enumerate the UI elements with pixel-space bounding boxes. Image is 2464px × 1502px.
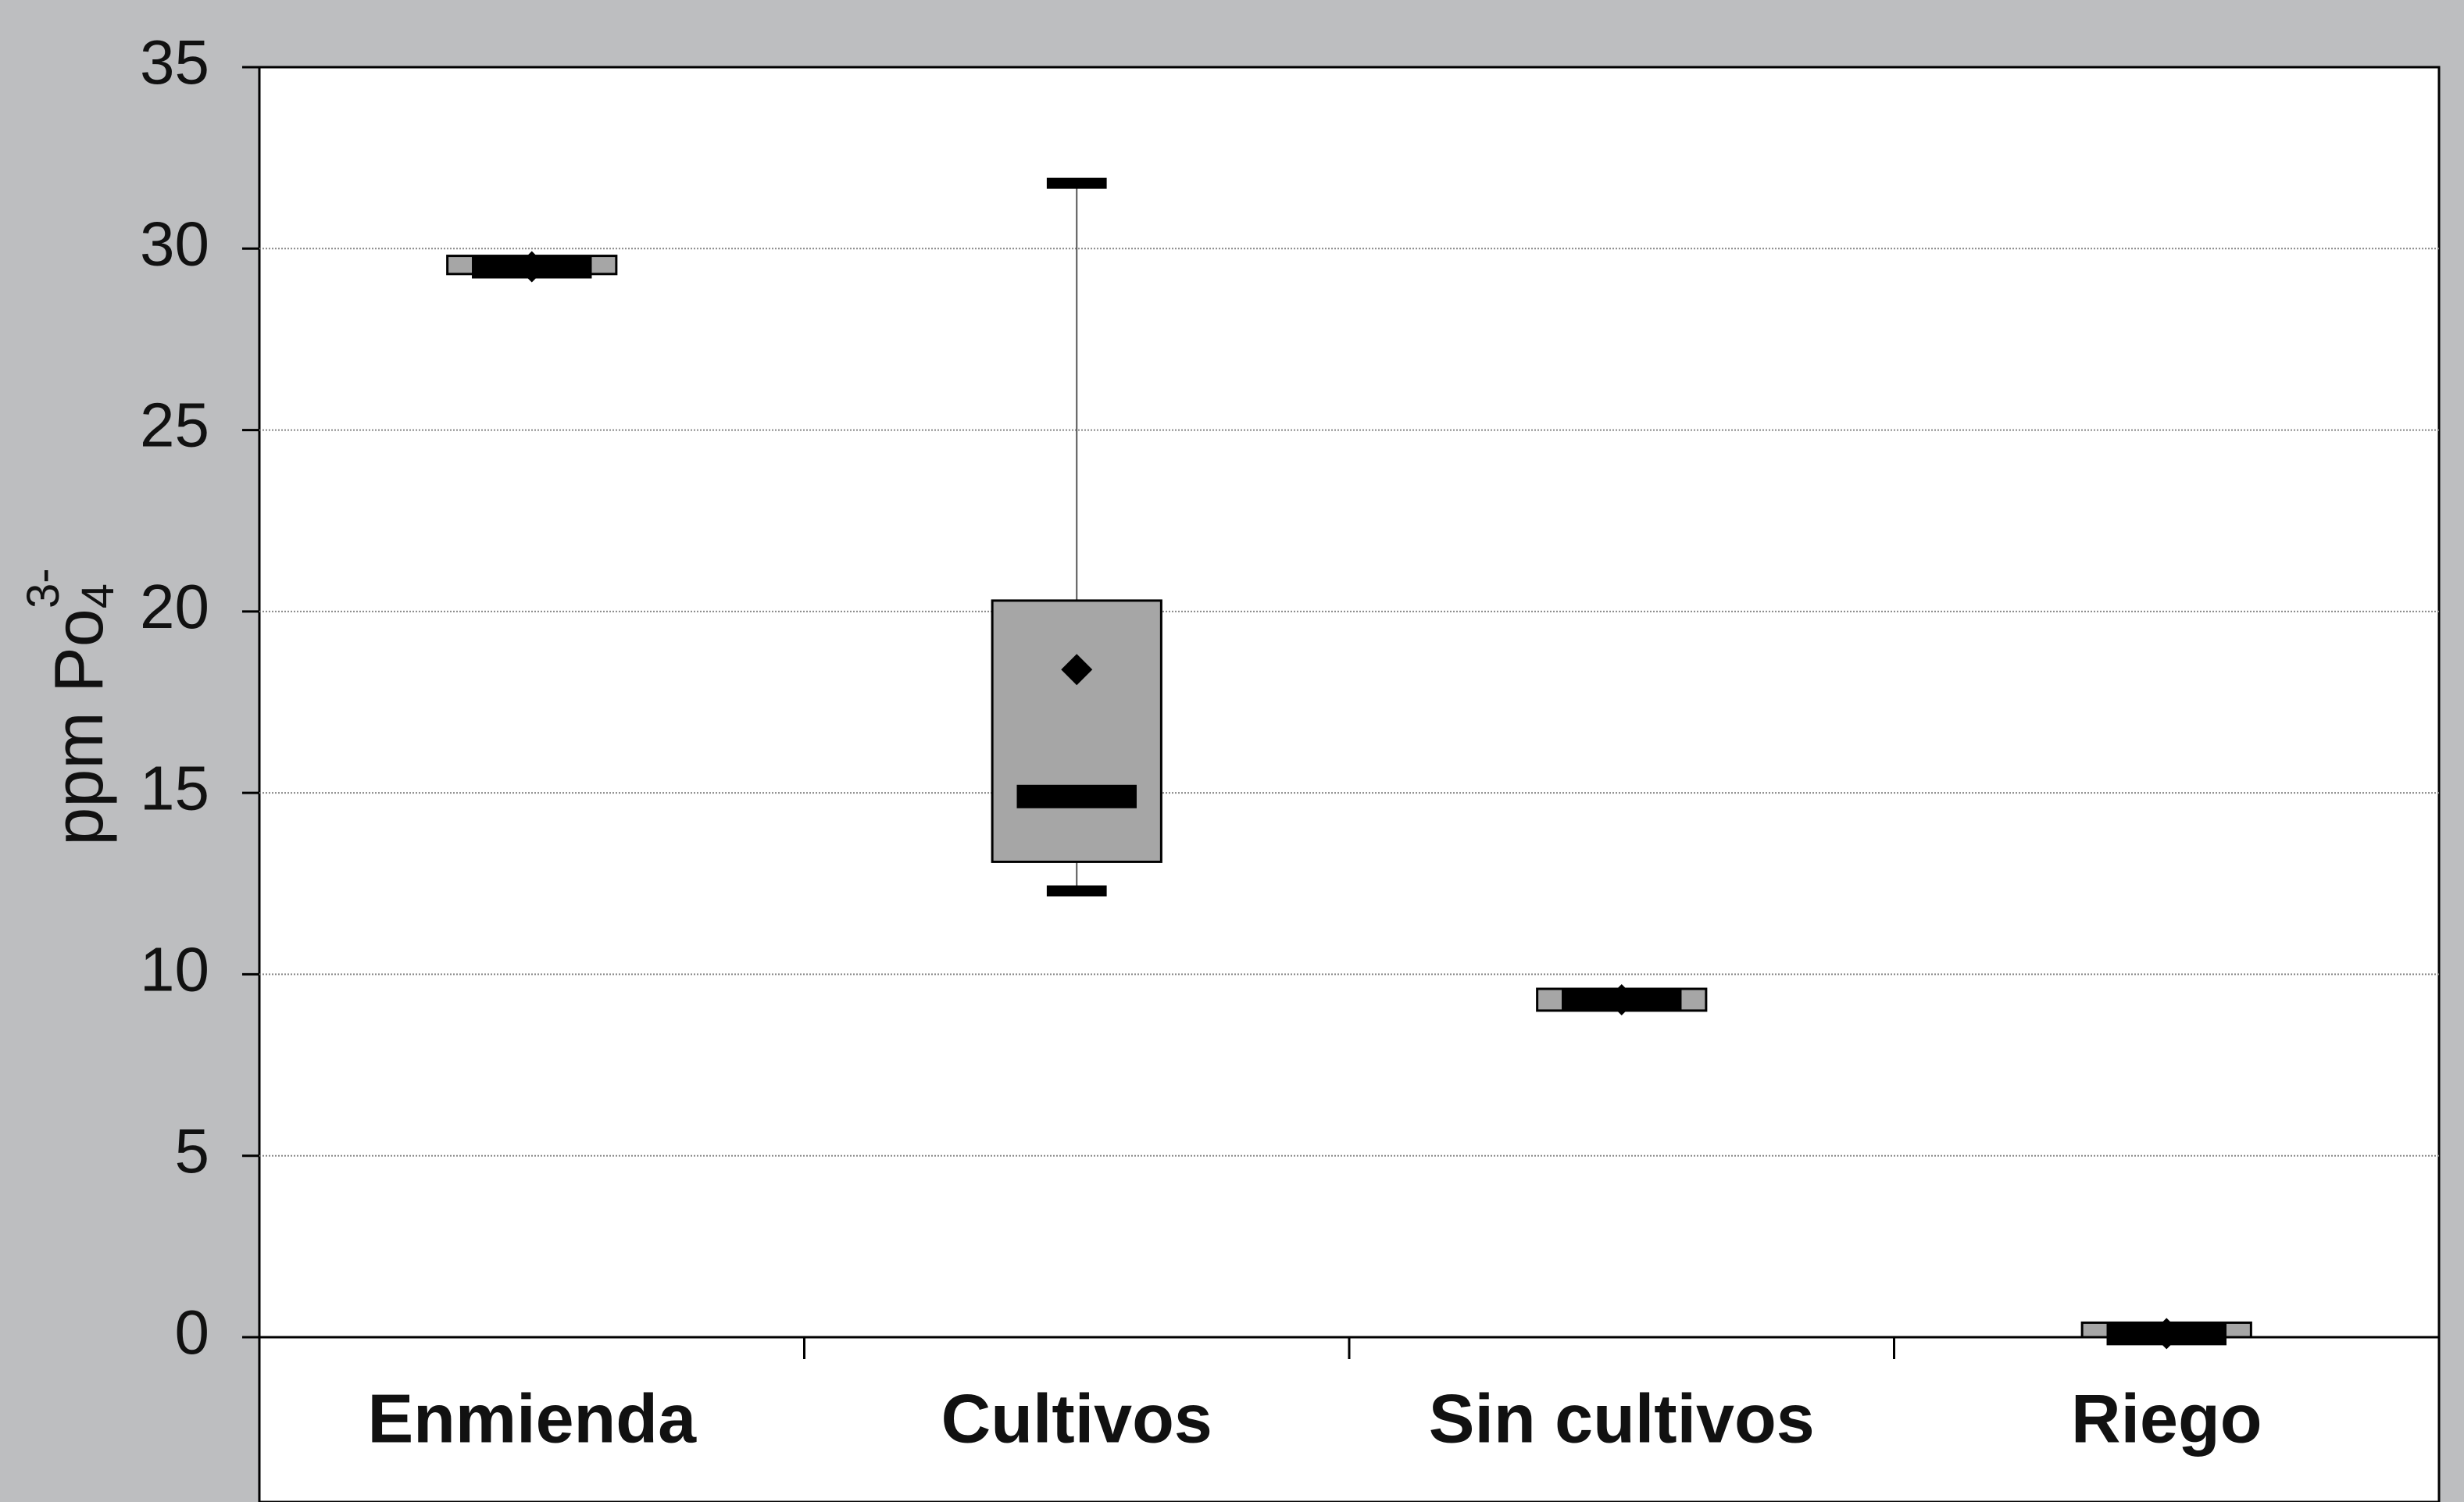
y-tick-label: 20 bbox=[140, 572, 209, 641]
mean-marker bbox=[2151, 1318, 2183, 1350]
y-label-text: ppm Po bbox=[40, 608, 117, 845]
mean-marker bbox=[1061, 654, 1093, 686]
x-tick-label: Enmienda bbox=[367, 1379, 697, 1457]
plot-area bbox=[258, 66, 2441, 1502]
y-tick-label: 30 bbox=[140, 209, 209, 278]
y-label-subscript: 4 bbox=[73, 583, 123, 608]
y-tick-label: 25 bbox=[140, 391, 209, 460]
x-tick-label: Riego bbox=[2071, 1379, 2262, 1457]
y-label-superscript: 3- bbox=[18, 568, 69, 608]
mean-marker bbox=[1605, 983, 1637, 1015]
y-tick-label: 10 bbox=[140, 935, 209, 1004]
x-tick-label: Sin cultivos bbox=[1429, 1379, 1815, 1457]
y-tick-label: 0 bbox=[175, 1297, 210, 1367]
y-tick-label: 15 bbox=[140, 753, 209, 822]
y-tick-label: 35 bbox=[140, 27, 209, 97]
x-tick-label: Cultivos bbox=[941, 1379, 1212, 1457]
box bbox=[991, 599, 1162, 863]
mean-marker bbox=[516, 251, 548, 283]
whisker-cap bbox=[1046, 885, 1107, 897]
y-tick-label: 5 bbox=[175, 1116, 210, 1186]
whisker-cap bbox=[1046, 177, 1107, 189]
y-axis-label: ppm Po43- bbox=[18, 568, 123, 845]
median-bar bbox=[1016, 784, 1137, 808]
